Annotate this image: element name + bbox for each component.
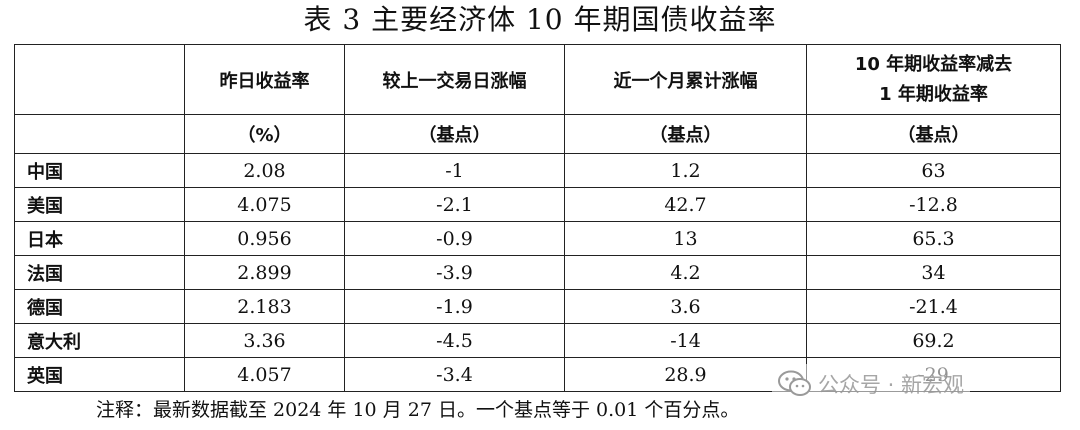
country-cell: 美国 — [14, 187, 185, 222]
header-daily-change: 较上一交易日涨幅 — [344, 44, 565, 115]
bond-yield-table: 昨日收益率 较上一交易日涨幅 近一个月累计涨幅 10 年期收益率减去 1 年期收… — [14, 44, 1061, 392]
header-row: 昨日收益率 较上一交易日涨幅 近一个月累计涨幅 10 年期收益率减去 1 年期收… — [14, 44, 1061, 115]
header-spread-line2: 1 年期收益率 — [879, 83, 988, 105]
header-corner — [14, 44, 185, 115]
header-yield: 昨日收益率 — [184, 44, 345, 115]
monthly-change-cell: 4.2 — [564, 255, 807, 290]
table-row: 美国 4.075 -2.1 42.7 -12.8 — [14, 187, 1061, 222]
watermark: 公众号 · 新宏观 — [772, 364, 971, 404]
wechat-icon — [778, 370, 811, 396]
monthly-change-cell: 3.6 — [564, 289, 807, 324]
unit-corner — [14, 114, 185, 154]
unit-yield: （%） — [184, 114, 345, 154]
yield-cell: 2.183 — [184, 289, 345, 324]
daily-change-cell: -3.4 — [344, 357, 565, 392]
country-cell: 意大利 — [14, 323, 185, 358]
country-cell: 法国 — [14, 255, 185, 290]
daily-change-cell: -3.9 — [344, 255, 565, 290]
country-cell: 日本 — [14, 221, 185, 256]
header-spread: 10 年期收益率减去 1 年期收益率 — [806, 44, 1061, 115]
table-row: 中国 2.08 -1 1.2 63 — [14, 153, 1061, 188]
table-row: 意大利 3.36 -4.5 -14 69.2 — [14, 323, 1061, 358]
unit-spread: （基点） — [806, 114, 1061, 154]
monthly-change-cell: 1.2 — [564, 153, 807, 188]
spread-cell: -12.8 — [806, 187, 1061, 222]
daily-change-cell: -1 — [344, 153, 565, 188]
monthly-change-cell: 42.7 — [564, 187, 807, 222]
daily-change-cell: -4.5 — [344, 323, 565, 358]
table-row: 德国 2.183 -1.9 3.6 -21.4 — [14, 289, 1061, 324]
yield-cell: 4.075 — [184, 187, 345, 222]
yield-cell: 3.36 — [184, 323, 345, 358]
table-title: 表 3 主要经济体 10 年期国债收益率 — [303, 3, 777, 36]
spread-cell: 65.3 — [806, 221, 1061, 256]
yield-cell: 2.08 — [184, 153, 345, 188]
spread-cell: 63 — [806, 153, 1061, 188]
monthly-change-cell: 13 — [564, 221, 807, 256]
unit-row: （%） （基点） （基点） （基点） — [14, 114, 1061, 154]
yield-cell: 2.899 — [184, 255, 345, 290]
table-row: 日本 0.956 -0.9 13 65.3 — [14, 221, 1061, 256]
daily-change-cell: -1.9 — [344, 289, 565, 324]
country-cell: 德国 — [14, 289, 185, 324]
spread-cell: -21.4 — [806, 289, 1061, 324]
daily-change-cell: -2.1 — [344, 187, 565, 222]
monthly-change-cell: -14 — [564, 323, 807, 358]
daily-change-cell: -0.9 — [344, 221, 565, 256]
table-row: 法国 2.899 -3.9 4.2 34 — [14, 255, 1061, 290]
yield-cell: 0.956 — [184, 221, 345, 256]
unit-daily-change: （基点） — [344, 114, 565, 154]
unit-monthly-change: （基点） — [564, 114, 807, 154]
table-note: 注释：最新数据截至 2024 年 10 月 27 日。一个基点等于 0.01 个… — [96, 399, 740, 421]
spread-cell: 69.2 — [806, 323, 1061, 358]
yield-cell: 4.057 — [184, 357, 345, 392]
watermark-text: 公众号 · 新宏观 — [818, 373, 965, 397]
country-cell: 中国 — [14, 153, 185, 188]
country-cell: 英国 — [14, 357, 185, 392]
header-monthly-change: 近一个月累计涨幅 — [564, 44, 807, 115]
spread-cell: 34 — [806, 255, 1061, 290]
header-spread-line1: 10 年期收益率减去 — [854, 53, 1013, 75]
monthly-change-cell: 28.9 — [564, 357, 807, 392]
